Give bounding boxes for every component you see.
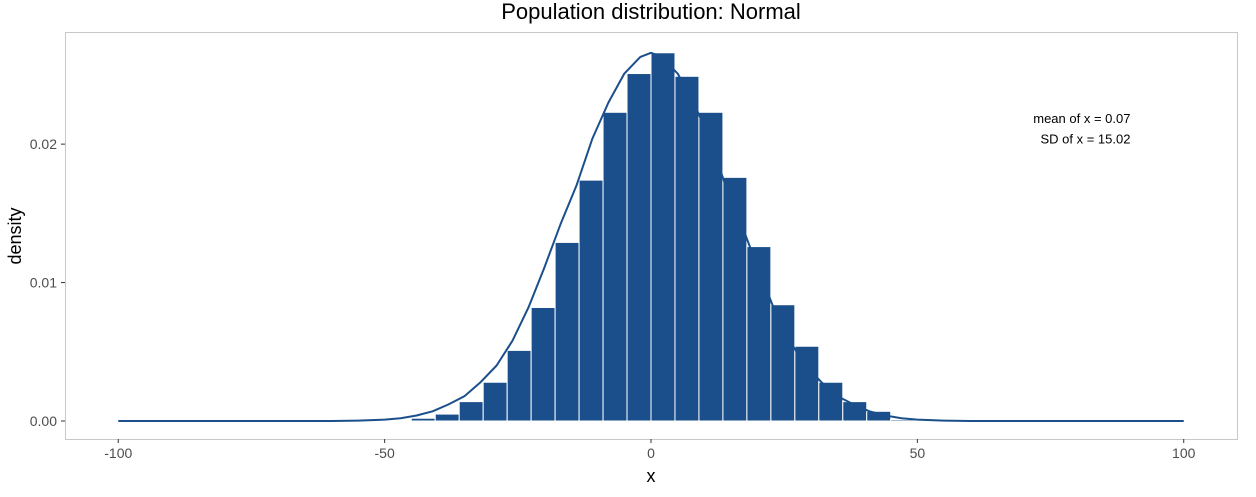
x-tick-label: -50 [375, 445, 395, 461]
histogram-bars [410, 52, 916, 422]
histogram-bar [626, 73, 652, 422]
histogram-bar [698, 111, 724, 422]
histogram-bar [602, 111, 628, 422]
x-tick-label: 0 [647, 445, 655, 461]
histogram-bar [530, 306, 556, 422]
histogram-bar [506, 349, 532, 422]
y-axis-label: density [5, 207, 25, 264]
y-tick-label: 0.01 [30, 275, 57, 291]
x-axis-label: x [647, 466, 656, 486]
y-tick-label: 0.02 [30, 136, 57, 152]
histogram-bar [722, 176, 748, 422]
x-axis: -100 -50 0 50 100 [104, 439, 1196, 461]
y-tick-label: 0.00 [30, 413, 57, 429]
x-tick-label: -100 [104, 445, 132, 461]
histogram-bar [434, 413, 460, 422]
histogram-bar [818, 381, 844, 422]
stat-annotation: mean of x = 0.07 [1033, 111, 1130, 126]
stat-annotation: SD of x = 15.02 [1040, 132, 1130, 147]
density-curve-line [118, 51, 1184, 422]
histogram-bar [578, 179, 604, 422]
chart-title: Population distribution: Normal [501, 0, 801, 24]
histogram-bar [770, 304, 796, 422]
density-curve-group [118, 51, 1184, 422]
annotations: mean of x = 0.07 SD of x = 15.02 [1033, 111, 1130, 147]
histogram-bar [794, 345, 820, 422]
histogram-bar [482, 381, 508, 422]
histogram-bar [650, 52, 676, 422]
x-tick-label: 50 [910, 445, 926, 461]
histogram-bar [674, 75, 700, 422]
x-tick-label: 100 [1172, 445, 1196, 461]
histogram-bar [410, 417, 436, 422]
y-axis: 0.00 0.01 0.02 [30, 136, 65, 429]
histogram-bar [554, 241, 580, 422]
histogram-bar [458, 401, 484, 422]
